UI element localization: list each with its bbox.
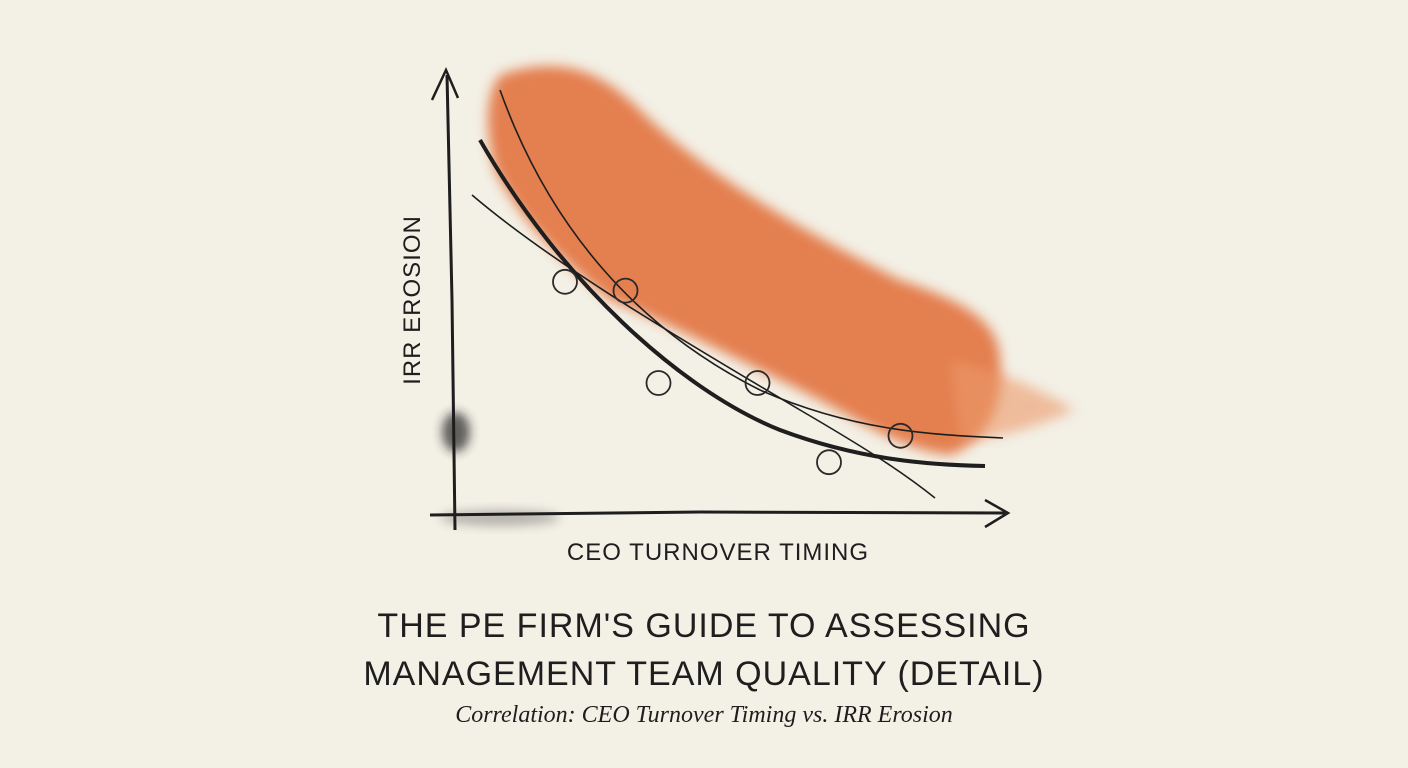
title: THE PE FIRM'S GUIDE TO ASSESSING MANAGEM… <box>363 607 1045 693</box>
trend-line <box>478 139 986 468</box>
data-point <box>887 422 914 449</box>
ink-blot <box>442 412 470 452</box>
data-point <box>552 268 578 295</box>
data-point <box>816 449 842 476</box>
x-axis <box>429 510 1006 517</box>
watercolor-band <box>488 66 1001 456</box>
x-axis-label: CEO TURNOVER TIMING <box>567 539 869 566</box>
data-point <box>744 370 771 396</box>
data-point <box>612 277 639 304</box>
watercolor-tail <box>950 360 1075 440</box>
y-axis-label: IRR EROSION <box>399 215 426 385</box>
x-axis-arrow <box>984 498 1011 529</box>
trend-line <box>499 89 1004 439</box>
y-axis-arrow <box>430 66 460 101</box>
trend-line <box>471 194 936 499</box>
data-point <box>645 370 672 396</box>
subtitle: Correlation: CEO Turnover Timing vs. IRR… <box>455 702 953 728</box>
y-axis <box>445 74 457 531</box>
